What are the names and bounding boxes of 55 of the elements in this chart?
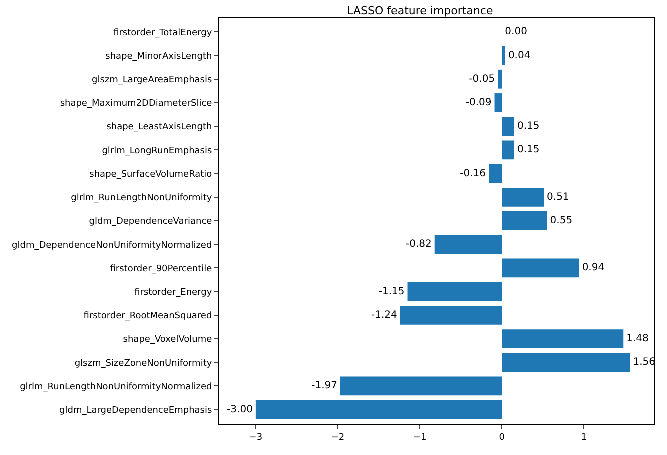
y-tick-label: firstorder_Energy [134,288,213,298]
data-label: -0.82 [406,239,432,250]
y-tick-label: glrlm_RunLengthNonUniformityNormalized [20,382,212,392]
bar [502,188,544,207]
bar [498,70,502,89]
chart-title: LASSO feature importance [347,4,494,18]
data-label: 0.00 [505,26,528,38]
data-label: -1.24 [372,310,398,321]
data-label: 0.55 [550,216,573,226]
data-label: -0.05 [469,74,496,85]
y-tick-label: glrlm_RunLengthNonUniformity [71,194,213,204]
bar [502,258,580,278]
x-tick-label: 0 [499,432,506,443]
bar [502,117,514,136]
data-label: 0.15 [517,144,540,156]
bar [400,306,502,325]
y-tick-label: gldm_DependenceVariance [89,217,213,228]
bar [502,140,514,160]
y-tick-label: shape_SurfaceVolumeRatio [90,170,213,180]
bar [340,376,502,396]
bar [434,235,502,254]
y-tick-label: firstorder_90Percentile [110,264,213,274]
data-label: 0.15 [517,121,540,132]
y-tick-label: shape_Maximum2DDiameterSlice [60,99,213,110]
bar [489,164,502,184]
y-tick-label: glrlm_LongRunEmphasis [102,146,213,156]
y-tick-label: shape_VoxelVolume [123,335,213,346]
bar [502,353,630,372]
y-tick-label: shape_LeastAxisLength [106,122,212,133]
x-tick-label: 1 [581,432,588,443]
x-tick-label: −1 [413,432,427,443]
data-label: -3.00 [227,404,253,416]
data-label: -1.97 [312,380,338,392]
data-label: -0.09 [466,97,492,108]
bar [502,330,624,348]
x-tick-label: −3 [249,432,263,443]
y-tick-label: shape_MinorAxisLength [106,52,212,62]
y-tick-label: gldm_DependenceNonUniformityNormalized [12,240,212,251]
y-tick-label: firstorder_RootMeanSquared [84,312,212,322]
data-label: 1.48 [626,334,649,345]
bar [408,282,502,302]
data-label: 0.04 [508,50,531,62]
data-label: 0.94 [582,262,605,274]
bar [502,212,548,230]
data-label: -1.15 [378,286,405,298]
x-tick-label: −2 [331,432,345,443]
y-tick-label: glszm_LargeAreaEmphasis [92,76,212,86]
y-tick-label: firstorder_TotalEnergy [114,28,213,38]
bar [502,46,506,66]
y-tick-label: glszm_SizeZoneNonUniformity [74,358,213,369]
data-label: 0.51 [547,192,570,203]
bar [256,400,502,420]
data-label: -0.16 [460,168,486,180]
bar [494,94,502,112]
y-tick-label: gldm_LargeDependenceEmphasis [60,406,213,416]
